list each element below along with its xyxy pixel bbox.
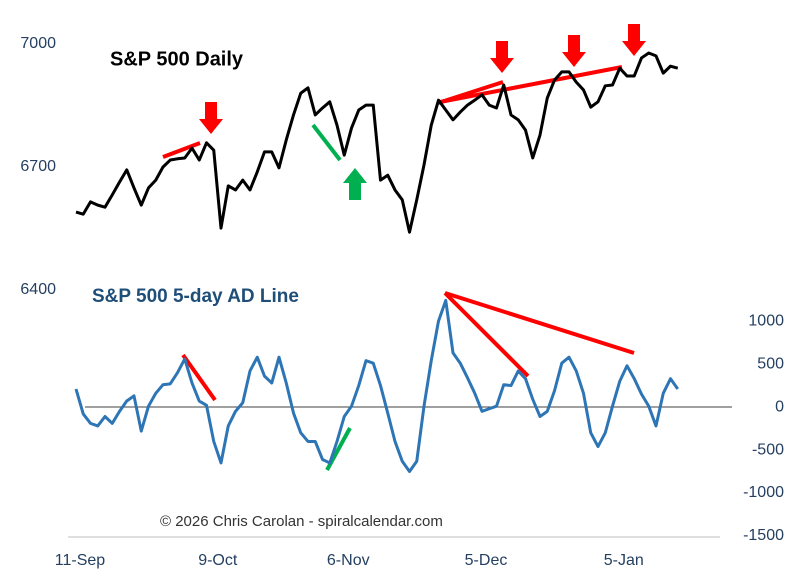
x-tick-label: 5-Jan <box>604 552 644 569</box>
trend-line <box>181 353 217 402</box>
y2-tick-label: -1000 <box>743 484 784 501</box>
down-arrow <box>622 24 646 56</box>
trend-line <box>439 65 623 104</box>
x-tick-label: 9-Oct <box>198 552 238 569</box>
up-arrow <box>343 168 367 200</box>
down-arrow <box>490 41 514 73</box>
chart-title: S&P 500 Daily <box>110 48 244 70</box>
y2-tick-label: 500 <box>757 355 784 372</box>
y2-tick-label: -500 <box>752 441 784 458</box>
y2-tick-label: 1000 <box>748 312 784 329</box>
annotations <box>162 65 635 471</box>
y-tick-label: 6700 <box>20 158 56 175</box>
series-line <box>75 51 679 234</box>
trend-line <box>162 141 201 159</box>
x-tick-label: 6-Nov <box>327 552 370 569</box>
trend-line <box>444 291 635 355</box>
down-arrow <box>562 35 586 67</box>
trend-line <box>443 291 530 378</box>
y-tick-label: 6400 <box>20 281 56 298</box>
trend-line <box>311 123 342 162</box>
arrows <box>199 24 646 200</box>
x-tick-label: 5-Dec <box>465 552 508 569</box>
down-arrow <box>199 102 223 134</box>
x-tick-label: 11-Sep <box>55 552 106 569</box>
y2-tick-label: -1500 <box>743 527 784 544</box>
y2-tick-label: 0 <box>775 398 784 415</box>
copyright: © 2026 Chris Carolan - spiralcalendar.co… <box>160 513 443 530</box>
series-line <box>74 298 679 474</box>
y-tick-label: 7000 <box>20 35 56 52</box>
chart-subtitle: S&P 500 5-day AD Line <box>92 286 299 307</box>
